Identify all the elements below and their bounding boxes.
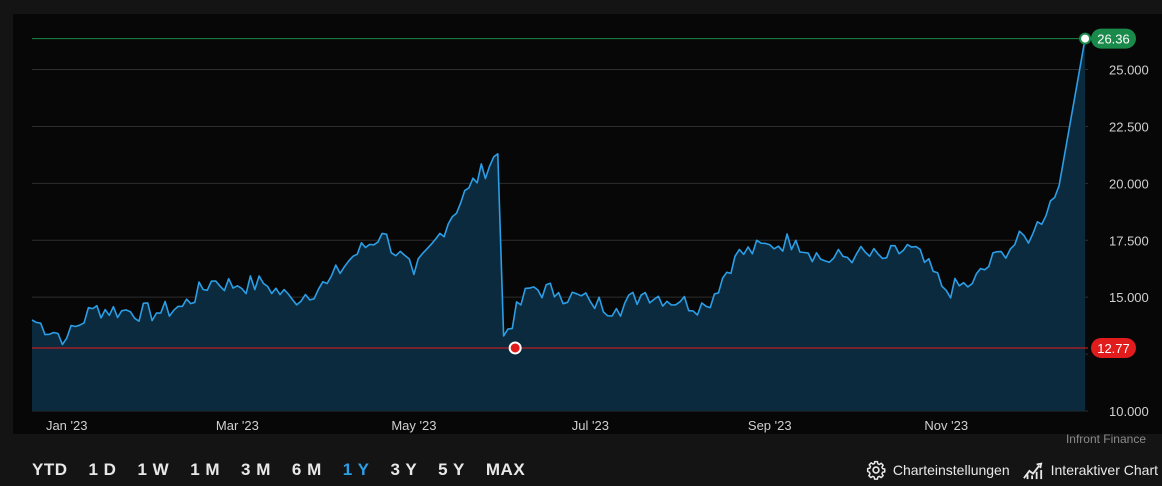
range-button-3m[interactable]: 3 M [241,460,271,479]
low-badge-label: 12.77 [1097,341,1130,356]
range-button-1m[interactable]: 1 M [190,460,221,479]
chart-line-icon [1022,462,1042,480]
y-tick-label: 22.500 [1109,119,1149,134]
price-line [31,38,1086,346]
range-button-1w[interactable]: 1 W [137,460,170,479]
range-button-5y[interactable]: 5 Y [438,460,465,479]
chart-panel[interactable]: 25.000 22.500 20.000 17.500 15.000 10.000 Jan … [13,14,1162,434]
chart-settings-label: Charteinstellungen [892,462,1010,478]
high-badge [1091,28,1136,49]
y-tick-label: 25.000 [1109,63,1149,78]
y-tick-label: 20.000 [1109,176,1149,191]
low-marker [508,341,522,355]
gear-icon [866,460,886,480]
y-tick-label: 17.500 [1109,233,1149,248]
range-button-max[interactable]: MAX [485,460,526,479]
range-button-3y[interactable]: 3 Y [390,460,418,479]
range-button-1d[interactable]: 1 D [88,460,117,479]
range-button-1y[interactable]: 1 Y [342,460,370,479]
time-range-selector: YTD 1 D 1 W 1 M 3 M 6 M 1 Y 3 Y 5 Y MAX [32,460,546,480]
high-badge-label: 26.36 [1097,32,1130,47]
high-marker [1079,32,1092,45]
x-tick-label: May '23 [391,418,436,433]
x-tick-label: Jul '23 [572,418,609,433]
x-tick-label: Jan '23 [46,418,88,433]
x-tick-label: Mar '23 [216,418,259,433]
chart-settings-button[interactable]: Charteinstellungen [866,460,1010,480]
interactive-chart-button[interactable]: Interaktiver Chart [1022,460,1158,480]
range-button-ytd[interactable]: YTD [32,460,68,479]
chart-tools: Charteinstellungen Interaktiver Chart [866,460,1158,480]
low-badge [1091,337,1136,358]
price-chart[interactable]: 25.000 22.500 20.000 17.500 15.000 10.000 Jan … [13,14,1162,434]
interactive-chart-label: Interaktiver Chart [1050,462,1158,478]
x-tick-label: Sep '23 [748,418,792,433]
y-tick-label: 15.000 [1109,290,1149,305]
range-button-6m[interactable]: 6 M [291,460,322,479]
price-area [32,38,1086,411]
data-source-label: Infront Finance [1065,432,1146,446]
y-tick-label: 10.000 [1109,404,1149,419]
x-tick-label: Nov '23 [924,418,968,433]
